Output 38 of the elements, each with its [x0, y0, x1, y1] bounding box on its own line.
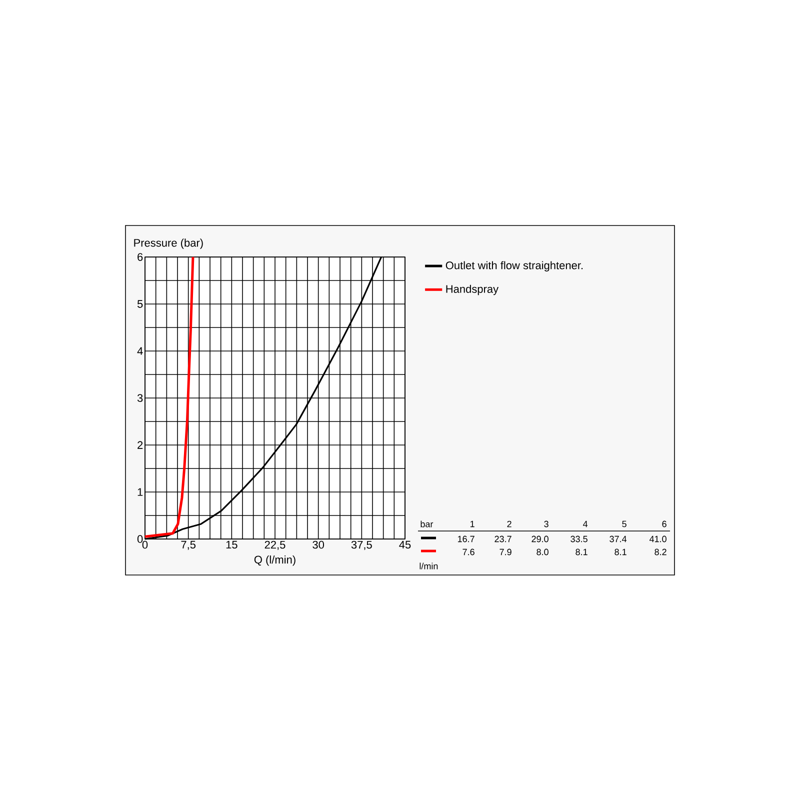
y-axis-title: Pressure (bar) — [134, 238, 203, 249]
line-series — [144, 256, 194, 538]
text: 37.4 — [610, 536, 627, 542]
text: 3 — [544, 520, 548, 528]
y-tick-label: 0 — [137, 535, 143, 543]
text: 33.5 — [570, 536, 588, 542]
text: 1 — [470, 520, 474, 528]
text: 8.1 — [614, 548, 626, 556]
x-tick-label: 30 — [312, 540, 324, 549]
text: 7.6 — [462, 548, 474, 556]
text: 5 — [622, 520, 626, 528]
text: 41.0 — [649, 536, 666, 542]
text: bar — [420, 520, 434, 528]
x-tick-label: 45 — [399, 540, 411, 549]
legend-label: Handspray — [446, 284, 499, 296]
text: 6 — [662, 520, 666, 528]
text: 29.0 — [532, 536, 548, 542]
x-tick-label: 7,5 — [181, 540, 196, 550]
text: 8.1 — [576, 548, 588, 556]
x-tick-label: 37,5 — [351, 540, 372, 550]
y-tick-label: 1 — [138, 488, 143, 496]
text: 8.0 — [536, 548, 548, 556]
y-tick-label: 5 — [137, 300, 143, 308]
text: 7.9 — [500, 548, 512, 556]
y-tick-label: 3 — [137, 394, 143, 402]
y-tick-label: 4 — [137, 347, 143, 355]
text: 8.2 — [654, 548, 666, 556]
legend-label: Outlet with flow straightener. — [446, 261, 583, 272]
y-tick-label: 2 — [138, 441, 143, 449]
text: 23.7 — [494, 536, 512, 542]
y-tick-label: 6 — [138, 253, 143, 261]
x-axis-title: Q (l/min) — [254, 555, 296, 566]
x-tick-label: 22,5 — [264, 540, 286, 550]
text: l/min — [420, 562, 438, 570]
text: 4 — [583, 520, 588, 528]
x-tick-label: 15 — [226, 540, 238, 549]
text: 16.7 — [458, 536, 474, 542]
text: 2 — [507, 520, 512, 528]
